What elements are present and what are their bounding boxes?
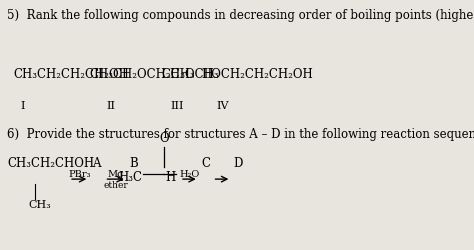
Text: ether: ether <box>103 181 128 190</box>
Text: O: O <box>159 132 169 145</box>
Text: H₂O: H₂O <box>179 169 200 178</box>
Text: CH₃: CH₃ <box>28 199 51 209</box>
Text: 5)  Rank the following compounds in decreasing order of boiling points (highest : 5) Rank the following compounds in decre… <box>7 9 474 22</box>
Text: CH₃CH₂CH₂CH₂OH: CH₃CH₂CH₂CH₂OH <box>13 68 129 81</box>
Text: C: C <box>201 156 210 170</box>
Text: II: II <box>107 100 116 110</box>
Text: H₃C: H₃C <box>118 170 143 183</box>
Text: HOCH₂CH₂CH₂OH: HOCH₂CH₂CH₂OH <box>201 68 313 81</box>
Text: PBr₃: PBr₃ <box>68 169 91 178</box>
Text: D: D <box>234 156 243 170</box>
Text: H: H <box>165 170 176 183</box>
Text: A: A <box>91 156 100 170</box>
Text: I: I <box>20 100 25 110</box>
Text: B: B <box>129 156 138 170</box>
Text: III: III <box>171 100 184 110</box>
Text: 6)  Provide the structures for structures A – D in the following reaction sequen: 6) Provide the structures for structures… <box>7 128 474 140</box>
Text: CH₃CH₂CHOH: CH₃CH₂CHOH <box>7 156 94 170</box>
Text: Mg: Mg <box>108 169 124 178</box>
Text: CH₃CH₂OCH₂CH₃: CH₃CH₂OCH₂CH₃ <box>89 68 195 81</box>
Text: CH₃OCH₃: CH₃OCH₃ <box>161 68 219 81</box>
Text: IV: IV <box>216 100 228 110</box>
